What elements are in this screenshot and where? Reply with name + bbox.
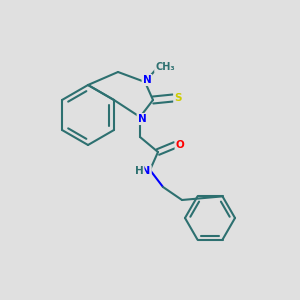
Text: S: S <box>174 93 182 103</box>
Text: N: N <box>141 166 151 176</box>
Text: H: H <box>135 166 143 176</box>
Text: N: N <box>142 75 152 85</box>
Text: N: N <box>138 114 146 124</box>
Text: CH₃: CH₃ <box>155 62 175 72</box>
Text: O: O <box>176 140 184 150</box>
